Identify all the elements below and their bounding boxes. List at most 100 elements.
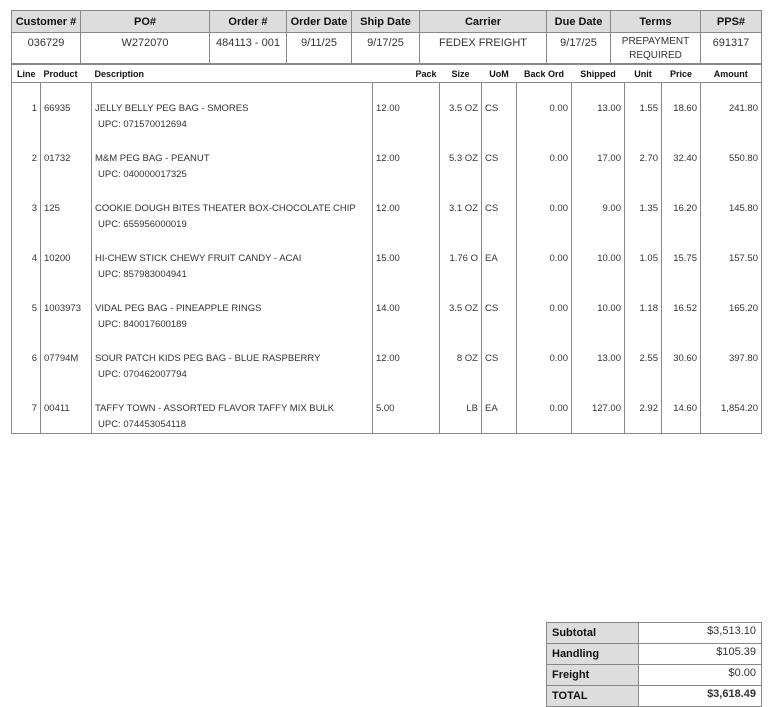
total-label: TOTAL: [546, 685, 639, 707]
total-row: TOTAL $3,618.49: [546, 685, 762, 707]
item-upc: UPC: 655956000019: [98, 219, 187, 230]
total-label: Subtotal: [546, 622, 639, 644]
item-uom: CS: [481, 183, 517, 233]
item-description-cell: TAFFY TOWN - ASSORTED FLAVOR TAFFY MIX B…: [91, 383, 373, 434]
item-rows: 1 66935 JELLY BELLY PEG BAG - SMORES UPC: 0…: [12, 82, 762, 434]
item-product: 1003973: [40, 283, 92, 333]
item-shipped: 13.00: [571, 333, 625, 383]
header-label: Order Date: [286, 10, 352, 33]
header-labels: Customer # PO# Order # Order Date Ship Date C…: [11, 10, 762, 33]
order-header: Customer # PO# Order # Order Date Ship Date C…: [11, 10, 762, 64]
item-description-cell: M&M PEG BAG - PEANUT UPC: 040000017325: [91, 133, 373, 183]
item-upc: UPC: 040000017325: [98, 169, 187, 180]
item-amount: 397.80: [700, 333, 762, 383]
total-value: $3,513.10: [638, 622, 762, 644]
item-amount: 1,854.20: [700, 383, 762, 434]
item-product: 125: [40, 183, 92, 233]
item-upc: UPC: 070462007794: [98, 369, 187, 380]
item-size: 3.5 OZ: [439, 82, 482, 133]
item-line: 5: [31, 303, 37, 314]
total-row: Freight $0.00: [546, 664, 762, 686]
item-shipped: 9.00: [571, 183, 625, 233]
item-uom: CS: [481, 283, 517, 333]
item-back-ord: 0.00: [516, 82, 572, 133]
item-size: 5.3 OZ: [439, 133, 482, 183]
item-back-ord: 0.00: [516, 233, 572, 283]
item-description: M&M PEG BAG - PEANUT: [95, 153, 210, 164]
item-unit: 1.35: [624, 183, 662, 233]
item-line: 6: [31, 353, 37, 364]
header-label: Ship Date: [351, 10, 420, 33]
item-amount: 157.50: [700, 233, 762, 283]
item-columns: Line Product Description Pack Size UoM Back Or…: [11, 64, 762, 83]
item-upc: UPC: 074453054118: [98, 419, 187, 430]
item-price: 16.52: [661, 283, 701, 333]
header-label: Carrier: [419, 10, 547, 33]
item-description: HI-CHEW STICK CHEWY FRUIT CANDY - ACAI: [95, 253, 302, 264]
item-shipped: 10.00: [571, 283, 625, 333]
header-label: PPS#: [700, 10, 762, 33]
item-unit: 2.92: [624, 383, 662, 434]
item-unit: 1.18: [624, 283, 662, 333]
item-price: 15.75: [661, 233, 701, 283]
header-value: FEDEX FREIGHT: [419, 32, 547, 64]
item-amount: 165.20: [700, 283, 762, 333]
total-value: $3,618.49: [638, 685, 762, 707]
item-size: LB: [439, 383, 482, 434]
item-back-ord: 0.00: [516, 383, 572, 434]
item-unit: 2.70: [624, 133, 662, 183]
item-upc: UPC: 840017600189: [98, 319, 187, 330]
header-value: 9/11/25: [286, 32, 352, 64]
column-label: Unit: [624, 64, 662, 83]
item-description: COOKIE DOUGH BITES THEATER BOX-CHOCOLATE…: [95, 203, 356, 214]
item-amount: 145.80: [700, 183, 762, 233]
item-size: 3.5 OZ: [439, 283, 482, 333]
item-size: 8 OZ: [439, 333, 482, 383]
item-line: 3: [31, 203, 37, 214]
header-values: 036729 W272070 484113 - 001 9/11/25 9/17/25 F…: [11, 32, 762, 64]
item-description: JELLY BELLY PEG BAG - SMORES: [95, 103, 249, 114]
item-row: 1 66935 JELLY BELLY PEG BAG - SMORES UPC: 0…: [12, 82, 762, 133]
item-row: 7 00411 TAFFY TOWN - ASSORTED FLAVOR TAFFY…: [12, 383, 762, 434]
header-value: PREPAYMENT REQUIRED: [610, 32, 701, 64]
item-row: 5 1003973 VIDAL PEG BAG - PINEAPPLE RINGS U…: [12, 283, 762, 333]
item-line: 4: [31, 253, 37, 264]
item-product: 01732: [40, 133, 92, 183]
total-value: $105.39: [638, 643, 762, 665]
totals: Subtotal $3,513.10 Handling $105.39 Freight $…: [546, 622, 762, 707]
column-label: Amount: [700, 64, 762, 83]
header-value: 036729: [11, 32, 81, 64]
total-label: Handling: [546, 643, 639, 665]
item-size: 3.1 OZ: [439, 183, 482, 233]
item-uom: EA: [481, 233, 517, 283]
item-size: 1.76 O: [439, 233, 482, 283]
column-label: Back Ord: [516, 64, 572, 83]
item-back-ord: 0.00: [516, 333, 572, 383]
header-value: 484113 - 001: [209, 32, 287, 64]
column-label: Product: [40, 64, 92, 83]
item-line: 1: [31, 103, 37, 114]
item-pack: 12.00: [372, 133, 440, 183]
header-value: 9/17/25: [351, 32, 420, 64]
item-price: 32.40: [661, 133, 701, 183]
item-price: 30.60: [661, 333, 701, 383]
column-label: Description: [91, 64, 373, 83]
item-shipped: 17.00: [571, 133, 625, 183]
item-pack: 12.00: [372, 333, 440, 383]
header-label: Terms: [610, 10, 701, 33]
item-unit: 1.05: [624, 233, 662, 283]
item-shipped: 127.00: [571, 383, 625, 434]
header-value: 691317: [700, 32, 762, 64]
item-unit: 1.55: [624, 82, 662, 133]
column-label: Pack: [372, 64, 440, 83]
item-row: 4 10200 HI-CHEW STICK CHEWY FRUIT CANDY - …: [12, 233, 762, 283]
total-value: $0.00: [638, 664, 762, 686]
item-upc: UPC: 071570012694: [98, 119, 187, 130]
column-label: Shipped: [571, 64, 625, 83]
item-description: VIDAL PEG BAG - PINEAPPLE RINGS: [95, 303, 262, 314]
item-row: 3 125 COOKIE DOUGH BITES THEATER BOX-CHOCO…: [12, 183, 762, 233]
item-product: 10200: [40, 233, 92, 283]
item-description-cell: VIDAL PEG BAG - PINEAPPLE RINGS UPC: 8400…: [91, 283, 373, 333]
column-label: Price: [661, 64, 701, 83]
total-row: Subtotal $3,513.10: [546, 622, 762, 644]
